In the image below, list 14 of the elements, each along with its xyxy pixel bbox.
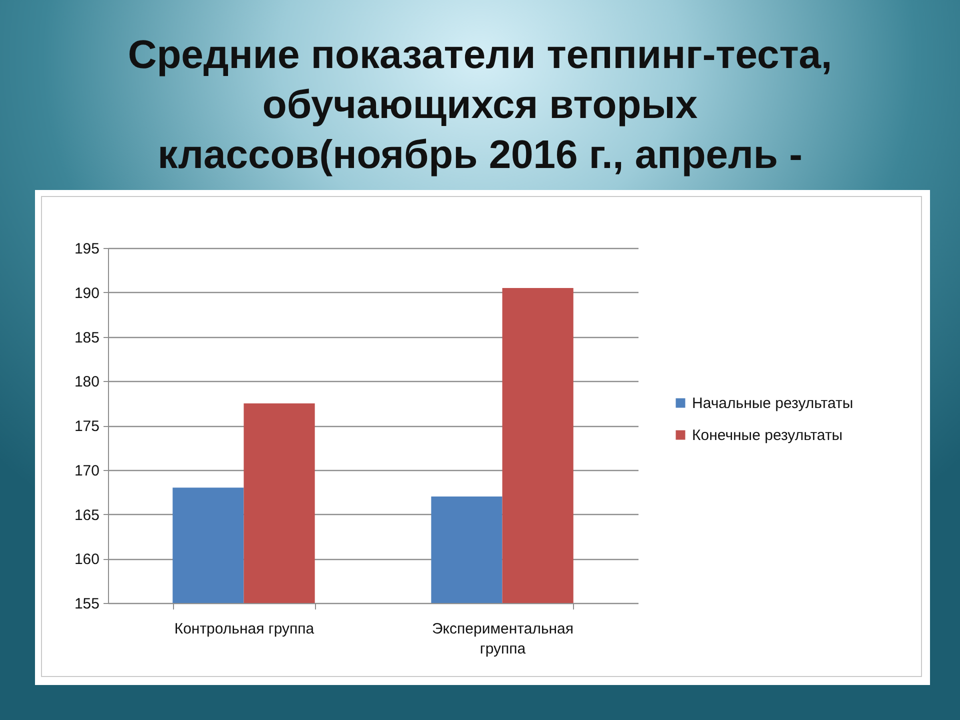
y-tick-label: 195: [74, 240, 100, 258]
y-tick-label: 165: [74, 506, 100, 524]
y-tick-label: 185: [74, 329, 100, 346]
y-tick-label: 180: [74, 374, 100, 391]
y-tick-label: 170: [74, 462, 100, 480]
y-tick-label: 155: [74, 596, 100, 612]
y-tick-label: 175: [74, 418, 100, 435]
x-tick-label: Экспериментальная группа: [432, 620, 574, 658]
y-tick-label: 190: [74, 284, 100, 302]
chart-title: Средние показатели теппинг-теста, обучающихся вторых классов(ноябрь 2016 г., апрель -: [126, 32, 834, 179]
y-tick-label: 160: [74, 551, 100, 568]
x-tick-label: Контрольная группа: [174, 620, 315, 638]
legend-label: Конечные результаты: [692, 427, 843, 444]
legend-label: Начальные результаты: [692, 395, 854, 412]
